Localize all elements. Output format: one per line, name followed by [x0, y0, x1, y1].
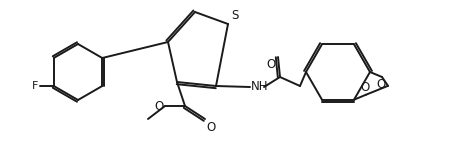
Text: O: O	[267, 58, 276, 71]
Text: F: F	[31, 81, 38, 91]
Text: O: O	[360, 81, 370, 94]
Text: O: O	[206, 121, 215, 134]
Text: S: S	[231, 9, 238, 22]
Text: O: O	[376, 78, 386, 91]
Text: NH: NH	[251, 79, 269, 93]
Text: O: O	[155, 99, 164, 113]
